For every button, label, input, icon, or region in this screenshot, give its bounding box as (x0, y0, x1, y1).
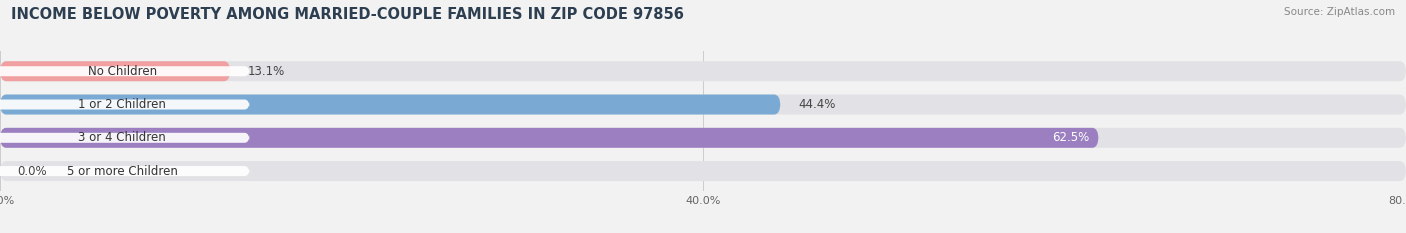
FancyBboxPatch shape (0, 161, 1406, 181)
Text: 62.5%: 62.5% (1053, 131, 1090, 144)
FancyBboxPatch shape (0, 128, 1406, 148)
FancyBboxPatch shape (0, 61, 231, 81)
FancyBboxPatch shape (0, 166, 250, 176)
Text: INCOME BELOW POVERTY AMONG MARRIED-COUPLE FAMILIES IN ZIP CODE 97856: INCOME BELOW POVERTY AMONG MARRIED-COUPL… (11, 7, 685, 22)
Text: Source: ZipAtlas.com: Source: ZipAtlas.com (1284, 7, 1395, 17)
FancyBboxPatch shape (0, 66, 250, 76)
Text: 0.0%: 0.0% (17, 164, 48, 178)
FancyBboxPatch shape (0, 133, 250, 143)
Text: 13.1%: 13.1% (247, 65, 285, 78)
Text: No Children: No Children (87, 65, 156, 78)
FancyBboxPatch shape (0, 128, 1098, 148)
Text: 1 or 2 Children: 1 or 2 Children (79, 98, 166, 111)
FancyBboxPatch shape (0, 61, 1406, 81)
Text: 44.4%: 44.4% (799, 98, 835, 111)
FancyBboxPatch shape (0, 95, 1406, 114)
FancyBboxPatch shape (0, 95, 780, 114)
Text: 5 or more Children: 5 or more Children (66, 164, 177, 178)
Text: 3 or 4 Children: 3 or 4 Children (79, 131, 166, 144)
FancyBboxPatch shape (0, 99, 250, 110)
